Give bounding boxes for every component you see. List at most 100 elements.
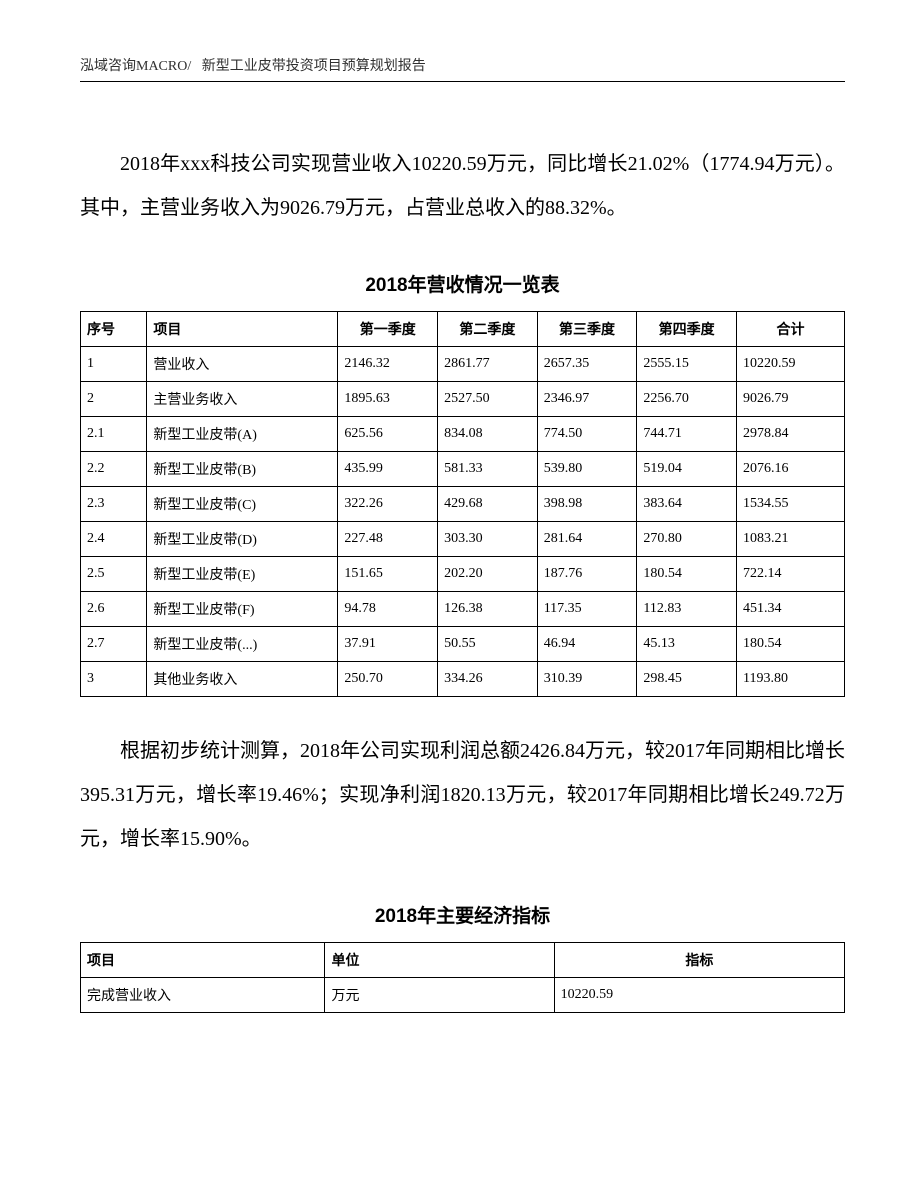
table-cell: 435.99 xyxy=(338,452,438,487)
table-cell: 新型工业皮带(B) xyxy=(147,452,338,487)
table-row: 2.6新型工业皮带(F)94.78126.38117.35112.83451.3… xyxy=(81,592,845,627)
table-cell: 2.2 xyxy=(81,452,147,487)
table-cell: 3 xyxy=(81,662,147,697)
table-cell: 1534.55 xyxy=(736,487,844,522)
table-cell: 营业收入 xyxy=(147,347,338,382)
header-underline xyxy=(80,81,845,82)
table-cell: 310.39 xyxy=(537,662,637,697)
table-cell: 2978.84 xyxy=(736,417,844,452)
table-row: 2.2新型工业皮带(B)435.99581.33539.80519.042076… xyxy=(81,452,845,487)
col-item: 项目 xyxy=(147,312,338,347)
table-cell: 834.08 xyxy=(438,417,538,452)
table-cell: 2 xyxy=(81,382,147,417)
table-row: 2.4新型工业皮带(D)227.48303.30281.64270.801083… xyxy=(81,522,845,557)
table-cell: 新型工业皮带(...) xyxy=(147,627,338,662)
table-cell: 187.76 xyxy=(537,557,637,592)
table-cell: 10220.59 xyxy=(554,978,844,1013)
table-cell: 202.20 xyxy=(438,557,538,592)
paragraph-2: 根据初步统计测算，2018年公司实现利润总额2426.84万元，较2017年同期… xyxy=(80,729,845,861)
table-cell: 其他业务收入 xyxy=(147,662,338,697)
table-cell: 298.45 xyxy=(637,662,737,697)
col-q1: 第一季度 xyxy=(338,312,438,347)
table-cell: 250.70 xyxy=(338,662,438,697)
table-cell: 2.6 xyxy=(81,592,147,627)
table-cell: 2657.35 xyxy=(537,347,637,382)
table-cell: 1 xyxy=(81,347,147,382)
table-header-row: 序号 项目 第一季度 第二季度 第三季度 第四季度 合计 xyxy=(81,312,845,347)
col-q3: 第三季度 xyxy=(537,312,637,347)
table-row: 2.7新型工业皮带(...)37.9150.5546.9445.13180.54 xyxy=(81,627,845,662)
table-cell: 722.14 xyxy=(736,557,844,592)
table-cell: 126.38 xyxy=(438,592,538,627)
table-cell: 774.50 xyxy=(537,417,637,452)
table-cell: 539.80 xyxy=(537,452,637,487)
table-cell: 2527.50 xyxy=(438,382,538,417)
table-cell: 新型工业皮带(D) xyxy=(147,522,338,557)
col-seq: 序号 xyxy=(81,312,147,347)
table-cell: 581.33 xyxy=(438,452,538,487)
table-cell: 新型工业皮带(C) xyxy=(147,487,338,522)
table-cell: 2.7 xyxy=(81,627,147,662)
paragraph-1: 2018年xxx科技公司实现营业收入10220.59万元，同比增长21.02%（… xyxy=(80,142,845,230)
table-cell: 117.35 xyxy=(537,592,637,627)
table-cell: 1083.21 xyxy=(736,522,844,557)
table-cell: 519.04 xyxy=(637,452,737,487)
header-company: 泓域咨询MACRO/ xyxy=(80,59,191,74)
table-cell: 2346.97 xyxy=(537,382,637,417)
table-cell: 万元 xyxy=(325,978,554,1013)
table-cell: 10220.59 xyxy=(736,347,844,382)
header-title: 新型工业皮带投资项目预算规划报告 xyxy=(202,59,426,74)
table2-title: 2018年主要经济指标 xyxy=(80,901,845,928)
table-header-row: 项目 单位 指标 xyxy=(81,943,845,978)
table-cell: 2555.15 xyxy=(637,347,737,382)
table-cell: 2.1 xyxy=(81,417,147,452)
table-cell: 180.54 xyxy=(637,557,737,592)
table-cell: 2146.32 xyxy=(338,347,438,382)
table-cell: 1193.80 xyxy=(736,662,844,697)
table-cell: 2256.70 xyxy=(637,382,737,417)
para1-text: 2018年xxx科技公司实现营业收入10220.59万元，同比增长21.02%（… xyxy=(80,153,845,219)
page-header: 泓域咨询MACRO/ 新型工业皮带投资项目预算规划报告 xyxy=(80,55,845,75)
indicator-table: 项目 单位 指标 完成营业收入万元10220.59 xyxy=(80,942,845,1013)
table-cell: 45.13 xyxy=(637,627,737,662)
table-cell: 112.83 xyxy=(637,592,737,627)
table-row: 完成营业收入万元10220.59 xyxy=(81,978,845,1013)
table-cell: 451.34 xyxy=(736,592,844,627)
table1-title: 2018年营收情况一览表 xyxy=(80,270,845,297)
table-row: 2.1新型工业皮带(A)625.56834.08774.50744.712978… xyxy=(81,417,845,452)
revenue-table: 序号 项目 第一季度 第二季度 第三季度 第四季度 合计 1营业收入2146.3… xyxy=(80,311,845,697)
table-cell: 新型工业皮带(A) xyxy=(147,417,338,452)
table-cell: 2.3 xyxy=(81,487,147,522)
table-cell: 429.68 xyxy=(438,487,538,522)
col-indicator: 指标 xyxy=(554,943,844,978)
table-cell: 2.4 xyxy=(81,522,147,557)
table-cell: 新型工业皮带(E) xyxy=(147,557,338,592)
table-cell: 744.71 xyxy=(637,417,737,452)
table-cell: 398.98 xyxy=(537,487,637,522)
table-cell: 主营业务收入 xyxy=(147,382,338,417)
table-cell: 1895.63 xyxy=(338,382,438,417)
table-cell: 2.5 xyxy=(81,557,147,592)
table-row: 2.3新型工业皮带(C)322.26429.68398.98383.641534… xyxy=(81,487,845,522)
table-cell: 完成营业收入 xyxy=(81,978,325,1013)
table-cell: 322.26 xyxy=(338,487,438,522)
table-cell: 50.55 xyxy=(438,627,538,662)
table-cell: 新型工业皮带(F) xyxy=(147,592,338,627)
table-cell: 281.64 xyxy=(537,522,637,557)
table-cell: 270.80 xyxy=(637,522,737,557)
col-item: 项目 xyxy=(81,943,325,978)
table-cell: 180.54 xyxy=(736,627,844,662)
col-q2: 第二季度 xyxy=(438,312,538,347)
table-cell: 334.26 xyxy=(438,662,538,697)
table-row: 3其他业务收入250.70334.26310.39298.451193.80 xyxy=(81,662,845,697)
table-row: 1营业收入2146.322861.772657.352555.1510220.5… xyxy=(81,347,845,382)
para2-text: 根据初步统计测算，2018年公司实现利润总额2426.84万元，较2017年同期… xyxy=(80,740,845,850)
table-cell: 303.30 xyxy=(438,522,538,557)
table-cell: 2861.77 xyxy=(438,347,538,382)
table-cell: 37.91 xyxy=(338,627,438,662)
table-row: 2主营业务收入1895.632527.502346.972256.709026.… xyxy=(81,382,845,417)
table-row: 2.5新型工业皮带(E)151.65202.20187.76180.54722.… xyxy=(81,557,845,592)
col-total: 合计 xyxy=(736,312,844,347)
table-cell: 46.94 xyxy=(537,627,637,662)
table-cell: 2076.16 xyxy=(736,452,844,487)
